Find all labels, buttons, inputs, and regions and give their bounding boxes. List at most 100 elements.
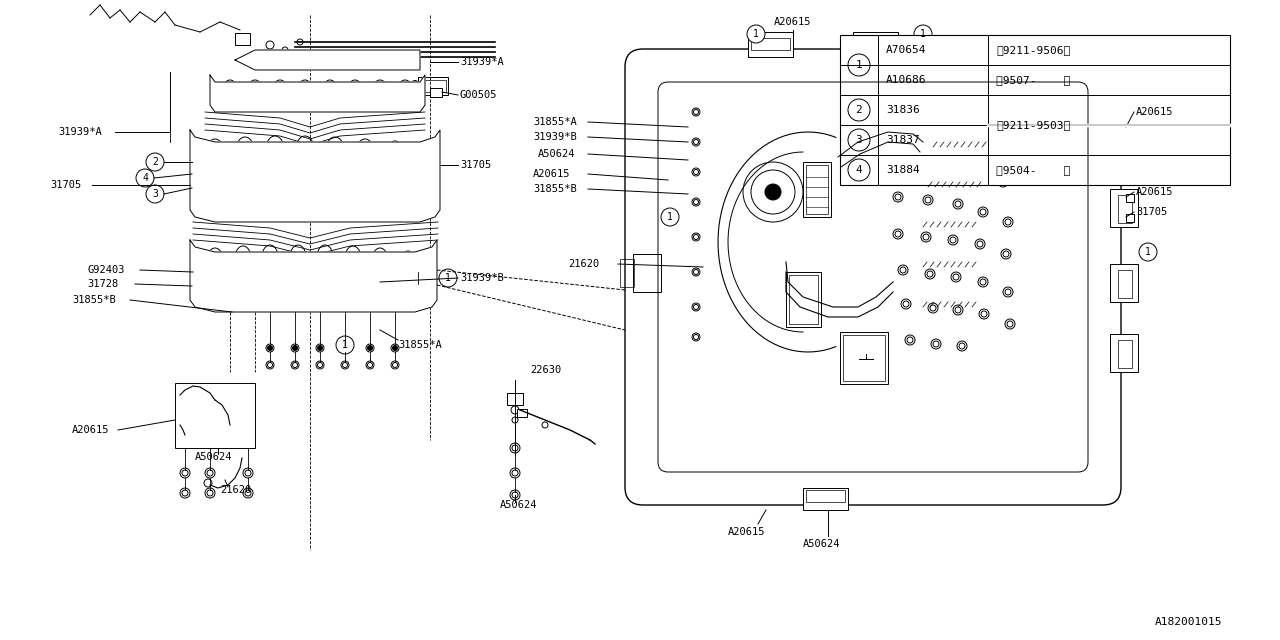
- Circle shape: [849, 159, 870, 181]
- Ellipse shape: [192, 280, 202, 296]
- Bar: [856, 38, 895, 50]
- Circle shape: [180, 468, 189, 478]
- Ellipse shape: [317, 245, 333, 269]
- Ellipse shape: [238, 274, 252, 294]
- Circle shape: [146, 185, 164, 203]
- Circle shape: [266, 344, 274, 352]
- Circle shape: [421, 288, 429, 296]
- Circle shape: [748, 25, 765, 43]
- Circle shape: [146, 153, 164, 171]
- Ellipse shape: [399, 55, 411, 61]
- Bar: [620, 259, 634, 287]
- Circle shape: [293, 346, 297, 351]
- Ellipse shape: [266, 136, 284, 162]
- Circle shape: [978, 277, 988, 287]
- Bar: [1126, 194, 1134, 202]
- Circle shape: [692, 168, 700, 176]
- Ellipse shape: [372, 80, 388, 100]
- Circle shape: [316, 344, 324, 352]
- Circle shape: [1004, 287, 1012, 297]
- Circle shape: [692, 268, 700, 276]
- Circle shape: [751, 170, 795, 214]
- Ellipse shape: [346, 246, 361, 270]
- Circle shape: [888, 157, 899, 167]
- Text: 31855*B: 31855*B: [532, 184, 577, 194]
- Circle shape: [316, 361, 324, 369]
- Circle shape: [366, 361, 374, 369]
- Circle shape: [198, 156, 206, 164]
- Bar: [803, 488, 849, 510]
- Circle shape: [954, 305, 963, 315]
- Circle shape: [899, 265, 908, 275]
- Bar: [507, 393, 524, 405]
- Bar: [1117, 270, 1132, 298]
- Circle shape: [893, 192, 902, 202]
- Text: G00505: G00505: [460, 90, 498, 100]
- Text: 31939*B: 31939*B: [460, 273, 504, 283]
- Circle shape: [509, 490, 520, 500]
- Text: A50624: A50624: [500, 500, 538, 510]
- Circle shape: [978, 207, 988, 217]
- Text: A50624: A50624: [803, 539, 841, 549]
- Text: A20615: A20615: [774, 17, 812, 27]
- Ellipse shape: [236, 246, 251, 270]
- Circle shape: [692, 108, 700, 116]
- Circle shape: [692, 333, 700, 341]
- Circle shape: [1001, 249, 1011, 259]
- Bar: [1110, 189, 1138, 227]
- Text: 31705: 31705: [1137, 207, 1167, 217]
- Circle shape: [268, 346, 273, 351]
- Circle shape: [965, 79, 970, 84]
- Ellipse shape: [291, 245, 306, 269]
- Circle shape: [1005, 319, 1015, 329]
- Circle shape: [951, 272, 961, 282]
- Text: 21620: 21620: [568, 259, 599, 269]
- Bar: [420, 80, 445, 92]
- Text: 4: 4: [855, 165, 863, 175]
- Circle shape: [957, 341, 966, 351]
- Bar: [419, 272, 434, 284]
- Circle shape: [1028, 132, 1038, 142]
- Circle shape: [411, 81, 419, 88]
- Ellipse shape: [347, 80, 362, 100]
- Text: A20615: A20615: [1137, 107, 1174, 117]
- Circle shape: [291, 361, 300, 369]
- Circle shape: [393, 346, 398, 351]
- Circle shape: [914, 79, 919, 84]
- Ellipse shape: [356, 139, 374, 165]
- Circle shape: [954, 199, 963, 209]
- Bar: [788, 275, 818, 324]
- Ellipse shape: [279, 55, 291, 61]
- Polygon shape: [189, 240, 436, 312]
- Bar: [1117, 340, 1132, 368]
- Text: 31836: 31836: [886, 105, 920, 115]
- Circle shape: [849, 99, 870, 121]
- Circle shape: [943, 162, 954, 172]
- Circle shape: [983, 105, 993, 115]
- Circle shape: [191, 269, 204, 281]
- Ellipse shape: [206, 139, 224, 165]
- Circle shape: [893, 229, 902, 239]
- Ellipse shape: [273, 168, 288, 190]
- Bar: [634, 254, 660, 292]
- Ellipse shape: [265, 273, 279, 293]
- Ellipse shape: [296, 136, 314, 162]
- Circle shape: [905, 335, 915, 345]
- Ellipse shape: [379, 55, 390, 61]
- Text: 〈9504-    〉: 〈9504- 〉: [996, 165, 1070, 175]
- Polygon shape: [189, 130, 440, 222]
- Ellipse shape: [349, 274, 364, 294]
- Text: 2: 2: [152, 157, 157, 167]
- Circle shape: [282, 47, 288, 53]
- Text: 1: 1: [855, 60, 863, 70]
- Text: 3: 3: [152, 189, 157, 199]
- Ellipse shape: [262, 245, 278, 269]
- Circle shape: [421, 176, 429, 184]
- Circle shape: [849, 54, 870, 76]
- Ellipse shape: [211, 276, 225, 296]
- Text: 31939*B: 31939*B: [532, 132, 577, 142]
- Circle shape: [317, 346, 323, 351]
- Ellipse shape: [247, 80, 262, 100]
- Circle shape: [923, 195, 933, 205]
- FancyBboxPatch shape: [625, 49, 1121, 505]
